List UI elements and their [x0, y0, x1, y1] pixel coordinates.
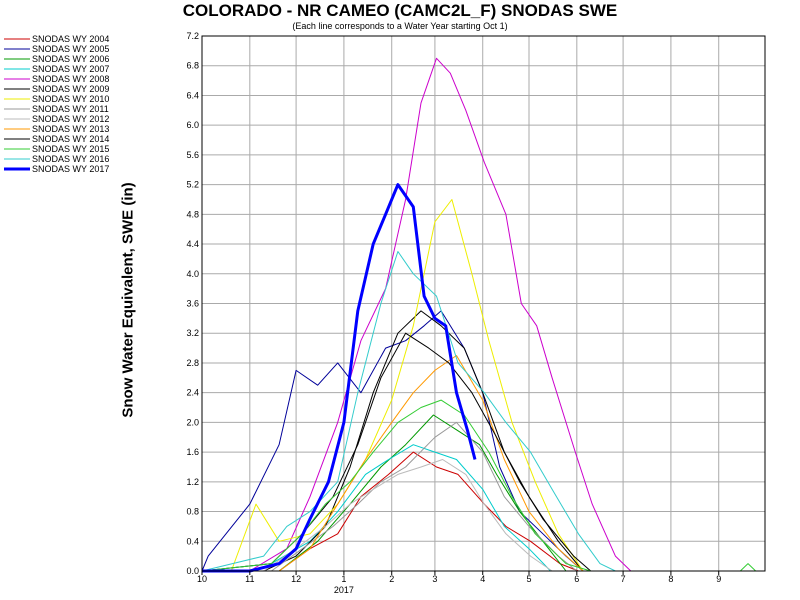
- legend-label: SNODAS WY 2009: [32, 84, 109, 94]
- x-tick-label: 4: [480, 574, 485, 584]
- legend-label: SNODAS WY 2017: [32, 164, 109, 174]
- series-line: [202, 451, 579, 572]
- series-group: [201, 57, 757, 573]
- series-line: [202, 355, 584, 572]
- series-line: [202, 57, 632, 572]
- series-line: [202, 414, 567, 572]
- chart-title: COLORADO - NR CAMEO (CAMC2L_F) SNODAS SW…: [182, 1, 618, 20]
- x-tick-label: 8: [668, 574, 673, 584]
- legend-label: SNODAS WY 2007: [32, 64, 109, 74]
- legend-label: SNODAS WY 2010: [32, 94, 109, 104]
- y-tick-label: 6.8: [186, 61, 199, 71]
- legend-label: SNODAS WY 2014: [32, 134, 109, 144]
- y-tick-label: 2.8: [186, 358, 199, 368]
- legend-label: SNODAS WY 2015: [32, 144, 109, 154]
- y-tick-label: 7.2: [186, 31, 199, 41]
- x-tick-label: 12: [291, 574, 301, 584]
- x-tick-label: 9: [716, 574, 721, 584]
- plot-frame: [201, 35, 766, 572]
- y-tick-label: 4.0: [186, 269, 199, 279]
- legend-label: SNODAS WY 2004: [32, 34, 109, 44]
- y-tick-label: 0.0: [186, 566, 199, 576]
- series-line: [202, 199, 584, 572]
- y-tick-label: 0.8: [186, 507, 199, 517]
- legend-label: SNODAS WY 2012: [32, 114, 109, 124]
- y-tick-label: 0.4: [186, 536, 199, 546]
- x-tick-label: 5: [526, 574, 531, 584]
- legend-label: SNODAS WY 2008: [32, 74, 109, 84]
- legend-label: SNODAS WY 2006: [32, 54, 109, 64]
- legend-label: SNODAS WY 2016: [32, 154, 109, 164]
- y-tick-label: 4.4: [186, 239, 199, 249]
- series-line: [201, 251, 616, 572]
- x-tick-label: 11: [245, 574, 254, 584]
- y-tick-label: 4.8: [186, 209, 199, 219]
- x-tick-label: 2: [389, 574, 394, 584]
- y-tick-label: 5.2: [186, 180, 199, 190]
- legend-label: SNODAS WY 2011: [32, 104, 109, 114]
- series-line: [202, 421, 578, 572]
- y-tick-label: 2.4: [186, 388, 199, 398]
- series-line: [201, 332, 592, 572]
- chart-subtitle: (Each line corresponds to a Water Year s…: [292, 21, 508, 31]
- axes: 0.0 0.4 0.8 1.2 1.6 2.0 2.4 2.8 3.2 3.6 4.0 4.4 4.8 5…: [186, 31, 766, 595]
- x-tick-label: 6: [574, 574, 579, 584]
- legend-label: SNODAS WY 2005: [32, 44, 109, 54]
- y-tick-label: 1.2: [186, 477, 199, 487]
- series-line: [202, 183, 477, 573]
- x-year-label: 2017: [334, 585, 354, 595]
- x-tick-label: 1: [341, 574, 346, 584]
- y-tick-label: 3.6: [186, 299, 199, 309]
- x-tick-label: 7: [621, 574, 626, 584]
- x-tick-label: 10: [197, 574, 207, 584]
- y-tick-label: 5.6: [186, 150, 199, 160]
- series-line: [202, 459, 553, 572]
- x-tick-label: 3: [432, 574, 437, 584]
- legend-label: SNODAS WY 2013: [32, 124, 109, 134]
- y-tick-label: 3.2: [186, 328, 199, 338]
- y-tick-label: 1.6: [186, 447, 199, 457]
- series-line: [201, 310, 584, 572]
- series-line: [202, 310, 584, 572]
- y-tick-label: 2.0: [186, 417, 199, 427]
- y-tick-label: 6.0: [186, 120, 199, 130]
- y-tick-label: 6.4: [186, 90, 199, 100]
